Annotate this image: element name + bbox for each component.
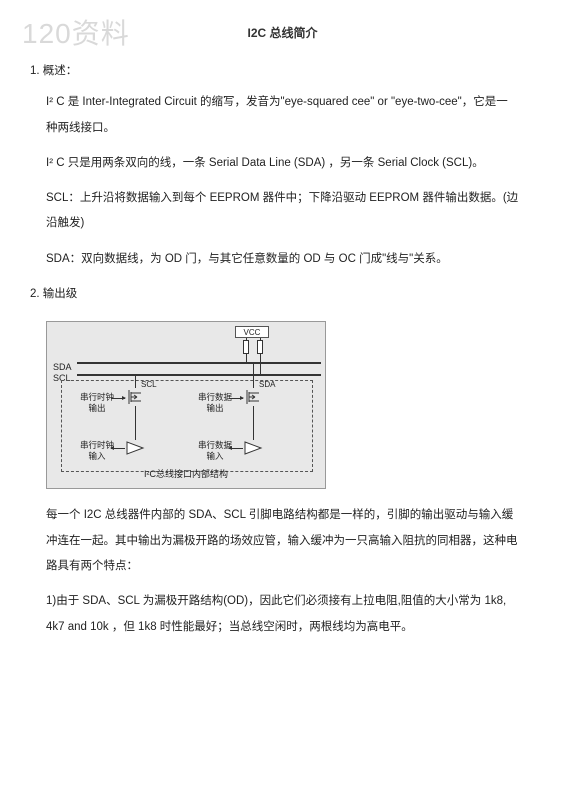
data-out-label: 串行数据输出 [195, 392, 235, 412]
clock-out-label: 串行时钟输出 [77, 392, 117, 412]
connector-line [253, 362, 254, 388]
section-2-heading: 2. 输出级 [30, 282, 519, 313]
vcc-label: VCC [235, 326, 269, 338]
content-body: 1. 概述： I² C 是 Inter-Integrated Circuit 的… [0, 41, 565, 640]
circuit-diagram: VCC SDA SCL SCL SDA [46, 321, 326, 489]
circuit-diagram-container: VCC SDA SCL SCL SDA [46, 321, 519, 489]
scl-bus-line [77, 374, 321, 376]
connector-line [253, 406, 254, 440]
diagram-caption: I²C总线接口内部结构 [47, 465, 325, 485]
section-2-paragraph-2: 1)由于 SDA、SCL 为漏极开路结构(OD)，因此它们必须接有上拉电阻,阻值… [46, 589, 519, 640]
arrow-icon [229, 448, 243, 449]
section-1-heading: 1. 概述： [30, 59, 519, 90]
section-1-paragraph-4: SDA：双向数据线，为 OD 门，与其它任意数量的 OD 与 OC 门成"线与"… [46, 247, 519, 272]
section-1-paragraph-1: I² C 是 Inter-Integrated Circuit 的缩写，发音为"… [46, 90, 519, 141]
pullup-resistor-icon [257, 340, 263, 354]
mosfet-icon [243, 388, 263, 406]
data-in-label: 串行数据输入 [195, 440, 235, 460]
connector-line [135, 374, 136, 388]
buffer-amp-icon [125, 440, 147, 456]
section-2-paragraph-1: 每一个 I2C 总线器件内部的 SDA、SCL 引脚电路结构都是一样的，引脚的输… [46, 503, 519, 579]
watermark: 120资料 [22, 12, 130, 52]
arrow-icon [111, 398, 125, 399]
arrow-icon [111, 448, 125, 449]
connector-line [135, 406, 136, 440]
section-1-paragraph-2: I² C 只是用两条双向的线，一条 Serial Data Line (SDA)… [46, 151, 519, 176]
pullup-resistor-icon [243, 340, 249, 354]
buffer-amp-icon [243, 440, 265, 456]
arrow-icon [229, 398, 243, 399]
section-1-paragraph-3: SCL：上升沿将数据输入到每个 EEPROM 器件中；下降沿驱动 EEPROM … [46, 186, 519, 237]
mosfet-icon [125, 388, 145, 406]
clock-in-label: 串行时钟输入 [77, 440, 117, 460]
sda-bus-line [77, 362, 321, 364]
